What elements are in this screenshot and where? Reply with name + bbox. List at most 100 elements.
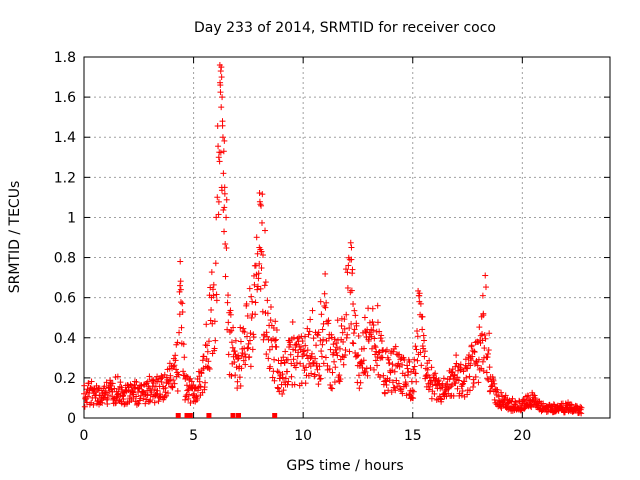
- data-point: [333, 349, 340, 356]
- data-point: [371, 335, 378, 342]
- data-point: [307, 355, 314, 362]
- data-point: [216, 62, 223, 69]
- data-point: [253, 234, 260, 241]
- data-point: [228, 327, 235, 334]
- data-point: [172, 357, 179, 364]
- data-point: [491, 380, 498, 387]
- data-point: [185, 395, 192, 402]
- data-point: [349, 266, 356, 273]
- data-point: [356, 385, 363, 392]
- data-point: [292, 364, 299, 371]
- data-point: [310, 335, 317, 342]
- data-point: [424, 366, 431, 373]
- data-point: [181, 354, 188, 361]
- data-point: [378, 338, 385, 345]
- data-point: [353, 322, 360, 329]
- data-point: [482, 284, 489, 291]
- data-point: [239, 349, 246, 356]
- data-point: [162, 384, 169, 391]
- data-point: [287, 351, 294, 358]
- data-point: [289, 319, 296, 326]
- data-point: [419, 313, 426, 320]
- data-point: [172, 352, 179, 359]
- data-point: [282, 348, 289, 355]
- data-point: [348, 256, 355, 263]
- grid-lines: [84, 57, 610, 418]
- data-point: [413, 378, 420, 385]
- data-point: [332, 364, 339, 371]
- data-point: [369, 345, 376, 352]
- data-point: [410, 395, 417, 402]
- data-point: [313, 342, 320, 349]
- data-point: [367, 364, 374, 371]
- data-point: [273, 343, 280, 350]
- data-point: [188, 378, 195, 385]
- data-point: [355, 352, 362, 359]
- data-point: [464, 365, 471, 372]
- data-point: [218, 74, 225, 81]
- data-point: [351, 307, 358, 314]
- data-point: [498, 389, 505, 396]
- data-point: [374, 302, 381, 309]
- data-point: [479, 337, 486, 344]
- zero-point-marker: [236, 413, 242, 418]
- data-point: [391, 384, 398, 391]
- data-point: [271, 356, 278, 363]
- data-point: [457, 367, 464, 374]
- data-point: [325, 317, 332, 324]
- data-point: [133, 393, 140, 400]
- data-point: [416, 290, 423, 297]
- data-point: [399, 361, 406, 368]
- data-point: [248, 314, 255, 321]
- data-point: [376, 374, 383, 381]
- data-point: [521, 396, 528, 403]
- data-point: [318, 353, 325, 360]
- data-point: [576, 409, 583, 416]
- data-point: [167, 372, 174, 379]
- data-point: [448, 369, 455, 376]
- data-point: [246, 285, 253, 292]
- data-point: [302, 380, 309, 387]
- data-point: [117, 379, 124, 386]
- data-point: [340, 338, 347, 345]
- data-point: [374, 362, 381, 369]
- data-point: [414, 333, 421, 340]
- data-point: [246, 353, 253, 360]
- data-point: [174, 339, 181, 346]
- data-point: [88, 378, 95, 385]
- data-point: [237, 324, 244, 331]
- data-point: [215, 198, 222, 205]
- data-point: [321, 290, 328, 297]
- data-point: [293, 359, 300, 366]
- data-point: [450, 392, 457, 399]
- data-point: [468, 357, 475, 364]
- data-point: [246, 337, 253, 344]
- data-point: [144, 378, 151, 385]
- data-point: [359, 360, 366, 367]
- data-point: [229, 344, 236, 351]
- data-point: [297, 360, 304, 367]
- data-point: [363, 365, 370, 372]
- data-point: [218, 187, 225, 194]
- data-point: [150, 380, 157, 387]
- data-point: [301, 333, 308, 340]
- y-tick-label: 1.2: [54, 170, 76, 186]
- data-point: [327, 346, 334, 353]
- data-point: [480, 367, 487, 374]
- data-point: [237, 382, 244, 389]
- data-point: [316, 363, 323, 370]
- data-point: [240, 357, 247, 364]
- data-point: [360, 357, 367, 364]
- y-tick-label: 0.2: [54, 371, 76, 387]
- data-point: [225, 292, 232, 299]
- data-point: [395, 380, 402, 387]
- data-point: [204, 342, 211, 349]
- data-point: [203, 321, 210, 328]
- data-point: [177, 258, 184, 265]
- data-point: [221, 190, 228, 197]
- data-point: [484, 375, 491, 382]
- data-point: [486, 364, 493, 371]
- data-point: [288, 373, 295, 380]
- data-point: [318, 311, 325, 318]
- data-point: [217, 68, 224, 75]
